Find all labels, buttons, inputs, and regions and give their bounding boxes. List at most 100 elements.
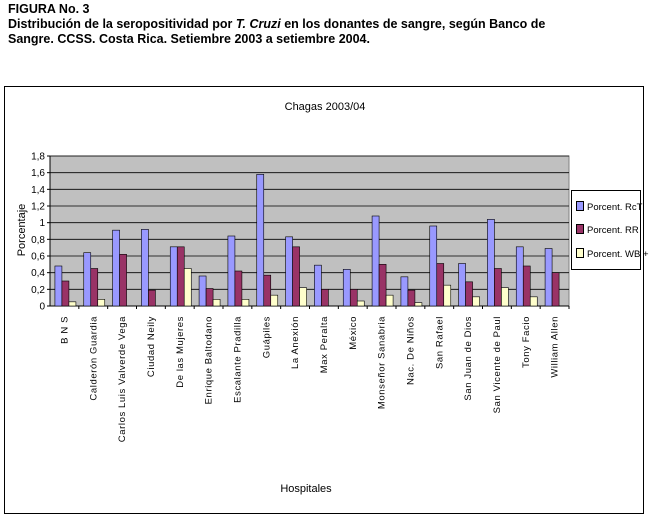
legend-item-rr: Porcent. RR xyxy=(576,224,639,236)
y-axis-label: Porcentaje xyxy=(16,204,28,257)
caption-line-1: FIGURA No. 3 xyxy=(8,2,90,16)
y-tick-label: 1 xyxy=(39,218,45,229)
bar-wb-6 xyxy=(241,299,250,307)
bar-wb-15 xyxy=(501,287,509,307)
x-tick-label: Carlos Luis Valverde Vega xyxy=(117,316,128,442)
bar-rr-15 xyxy=(494,268,502,307)
plot-background xyxy=(49,155,570,307)
x-tick-label: B N S xyxy=(59,316,70,344)
bar-wb-1 xyxy=(97,299,106,307)
legend-swatch-rr xyxy=(576,224,584,234)
bar-rct-3 xyxy=(141,229,149,307)
bar-rr-11 xyxy=(378,264,387,307)
bar-wb-16 xyxy=(529,296,538,307)
bar-rr-8 xyxy=(292,246,300,307)
x-tick-label: William Allen xyxy=(550,316,561,378)
bar-rct-16 xyxy=(515,246,524,307)
legend-swatch-rct xyxy=(576,201,584,211)
y-tick-label: 1,2 xyxy=(31,202,45,213)
bar-rr-6 xyxy=(234,270,243,307)
bar-rct-6 xyxy=(227,235,236,307)
bar-wb-11 xyxy=(385,294,394,307)
caption-line-3: Sangre. CCSS. Costa Rica. Setiembre 2003… xyxy=(8,32,370,46)
bar-rct-17 xyxy=(544,248,553,307)
bar-rr-0 xyxy=(61,280,70,307)
bar-wb-0 xyxy=(68,301,77,307)
bar-rct-14 xyxy=(458,263,466,307)
bar-rr-10 xyxy=(349,289,358,307)
bar-wb-5 xyxy=(212,299,221,307)
x-axis-label: Hospitales xyxy=(280,483,332,495)
y-tick-label: 1,4 xyxy=(31,185,45,196)
caption-line-2-suffix: en los donantes de sangre, según Banco d… xyxy=(280,17,546,31)
legend-item-wb: Porcent. WB + xyxy=(576,248,649,260)
x-tick-label: La Anexión xyxy=(290,316,301,369)
x-tick-label: Calderón Guardia xyxy=(88,316,99,401)
legend-label-rr: Porcent. RR xyxy=(587,225,639,236)
x-tick-label: Monseñor Sanabria xyxy=(377,316,388,409)
bar-wb-4 xyxy=(183,268,192,307)
bar-rct-4 xyxy=(169,246,178,307)
legend-label-wb: Porcent. WB + xyxy=(587,249,649,260)
x-tick-label: Enrique Baltodano xyxy=(204,316,215,404)
legend-label-rct: Porcent. RcT xyxy=(587,202,643,213)
x-tick-label: Escalante Pradilla xyxy=(232,316,243,403)
x-tick-label: Nac. De Niños xyxy=(405,316,416,385)
x-tick-label: San Juan de Dios xyxy=(463,316,474,401)
legend-swatch-wb xyxy=(576,248,584,258)
bar-wb-8 xyxy=(299,287,307,307)
bar-rct-13 xyxy=(429,225,438,307)
bar-rct-10 xyxy=(342,269,351,307)
y-tick-label: 0 xyxy=(39,302,45,313)
x-tick-label: De las Mujeres xyxy=(175,316,186,388)
caption-line-2: Distribución de la seropositividad por T… xyxy=(8,17,644,32)
caption-species: T. Cruzi xyxy=(235,17,281,31)
x-tick-label: Ciudad Neily xyxy=(146,316,157,377)
y-tick-label: 0,8 xyxy=(31,235,45,246)
x-tick-label: San Vicente de Paul xyxy=(492,316,503,413)
bar-rr-16 xyxy=(522,265,531,307)
bar-rct-11 xyxy=(371,215,380,307)
y-tick-label: 1,6 xyxy=(31,168,45,179)
plot-area: 0 0,2 0,4 0,6 0,8 1 1,2 1,4 1,6 1,8 B N S Calderón … xyxy=(31,152,570,442)
legend-item-rct: Porcent. RcT xyxy=(576,201,642,213)
bar-rr-12 xyxy=(407,289,416,307)
bar-rr-2 xyxy=(119,254,127,307)
bar-wb-13 xyxy=(443,284,452,307)
bar-rct-0 xyxy=(54,265,63,307)
bar-rr-4 xyxy=(176,246,185,307)
bar-rct-2 xyxy=(112,229,120,307)
bar-rr-1 xyxy=(90,268,99,307)
bar-rr-17 xyxy=(551,272,560,307)
figure-caption: FIGURA No. 3 Distribución de la seroposi… xyxy=(8,2,644,47)
bar-wb-7 xyxy=(270,294,279,307)
chart-title: Chagas 2003/04 xyxy=(285,101,366,113)
bar-rr-14 xyxy=(465,281,473,307)
bar-rct-8 xyxy=(285,236,293,307)
x-tick-label: San Rafael xyxy=(434,316,445,369)
bar-rct-7 xyxy=(256,174,265,307)
bar-wb-10 xyxy=(356,300,365,307)
y-tick-label: 1,8 xyxy=(31,152,45,163)
bar-rct-12 xyxy=(400,276,409,307)
bar-rr-5 xyxy=(205,288,214,307)
x-tick-label: Guápiles xyxy=(261,316,272,358)
bar-rct-15 xyxy=(487,219,495,307)
x-tick-label: Max Peralta xyxy=(319,316,330,373)
caption-line-2-prefix: Distribución de la seropositividad por xyxy=(8,17,236,31)
bar-rr-7 xyxy=(263,274,272,307)
bar-wb-12 xyxy=(414,302,423,307)
x-tick-label: México xyxy=(348,316,359,350)
legend: Porcent. RcT Porcent. RR Porcent. WB + xyxy=(571,190,649,270)
bar-rr-9 xyxy=(321,289,329,307)
bar-wb-14 xyxy=(472,296,480,307)
bar-rct-1 xyxy=(83,252,92,307)
y-tick-label: 0,6 xyxy=(31,252,45,263)
bar-rct-9 xyxy=(314,264,322,307)
bar-rr-13 xyxy=(436,263,445,307)
x-tick-label: Tony Facio xyxy=(521,316,532,368)
bar-rct-5 xyxy=(198,275,207,307)
y-tick-label: 0,4 xyxy=(31,268,45,279)
y-tick-label: 0,2 xyxy=(31,285,45,296)
